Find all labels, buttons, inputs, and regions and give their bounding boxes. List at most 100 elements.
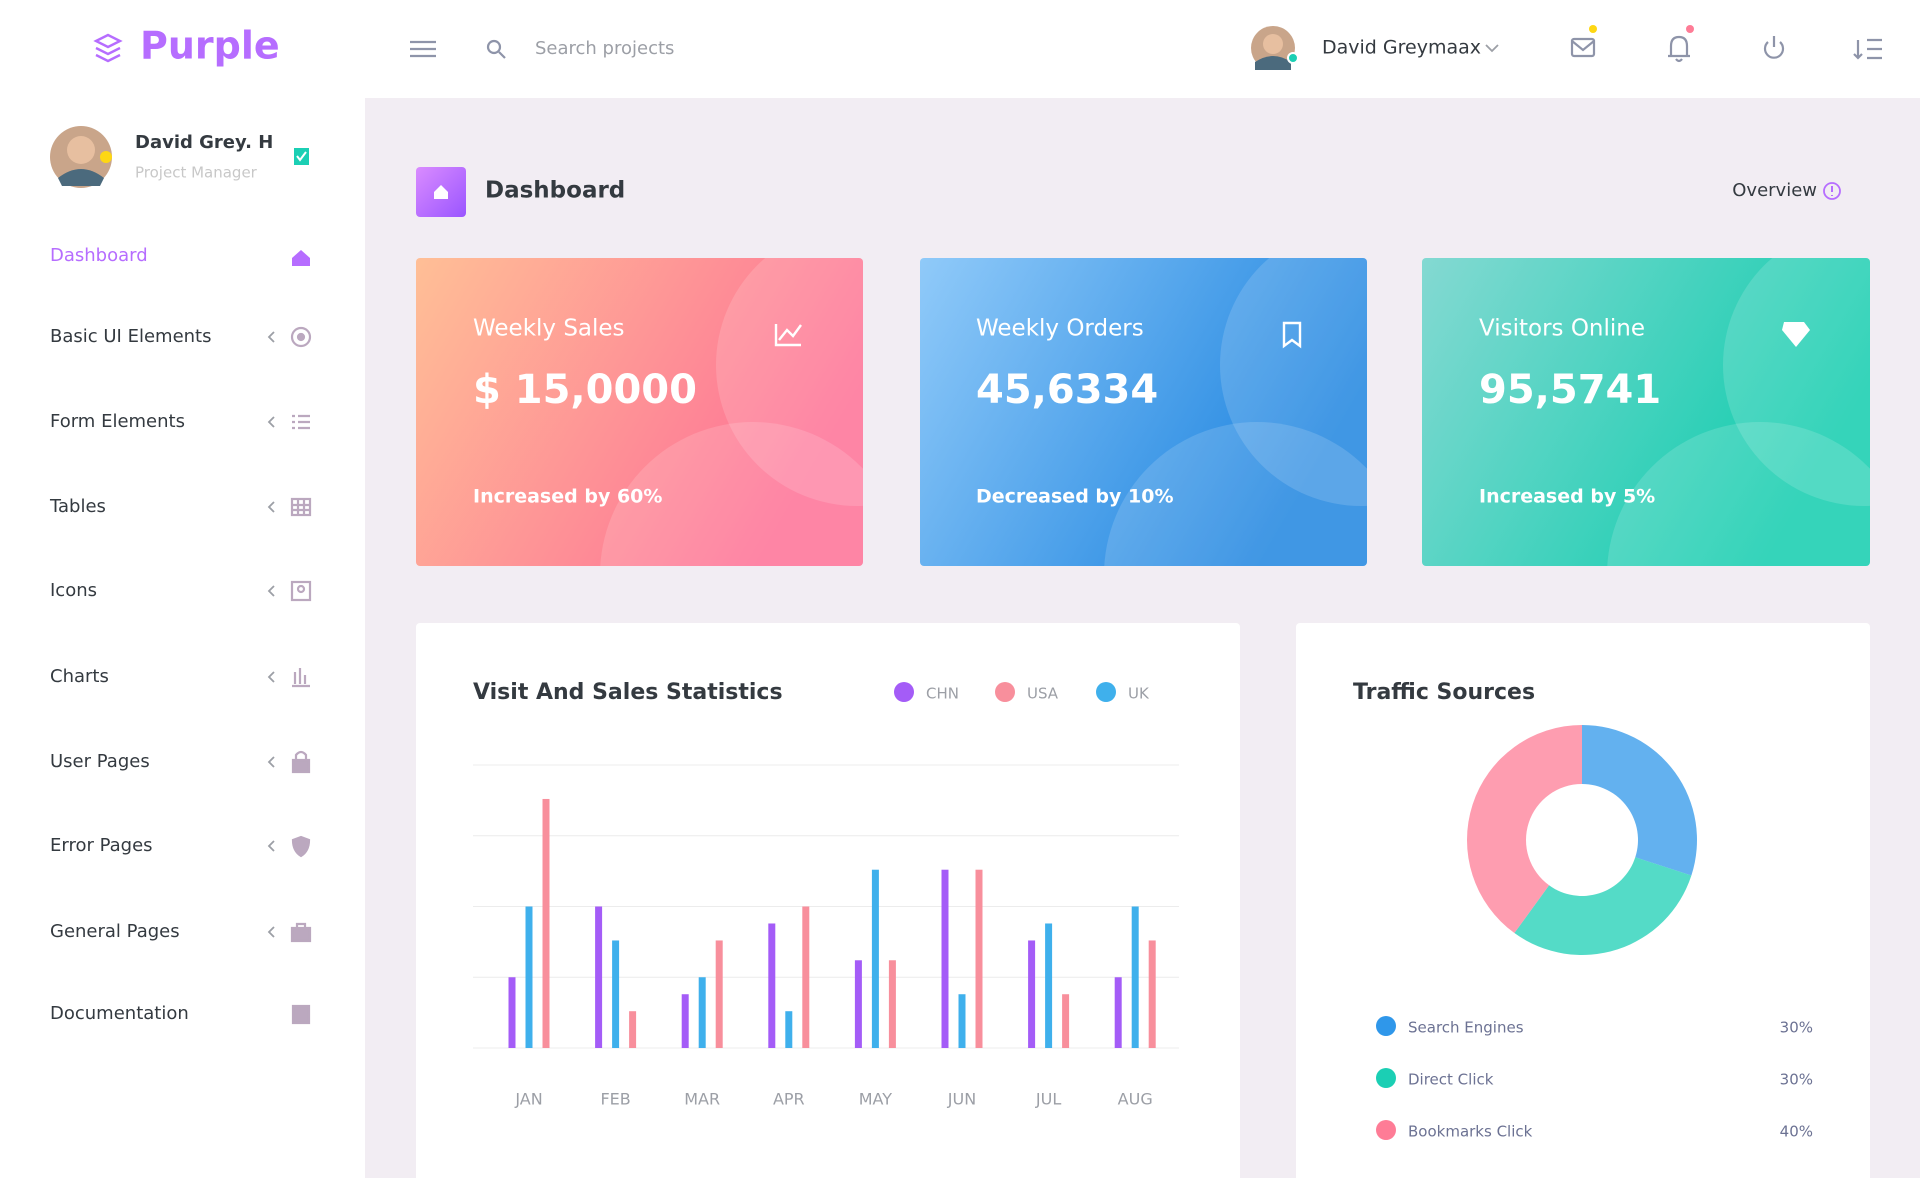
value-label: 30%	[1780, 1071, 1813, 1089]
value-label: 30%	[1780, 1019, 1813, 1037]
home-glyph	[434, 185, 448, 199]
bar	[698, 977, 706, 1048]
search-input[interactable]: Search projects	[535, 38, 674, 59]
navbar	[0, 0, 1920, 98]
nav-item[interactable]: Basic UI Elements	[50, 326, 211, 347]
card-value: 95,5741	[1479, 367, 1661, 413]
legend-label: USA	[1027, 685, 1059, 703]
legend-dot	[1376, 1068, 1396, 1088]
legend-label: Direct Click	[1408, 1071, 1494, 1089]
mail-badge	[1589, 25, 1597, 33]
bar	[681, 994, 689, 1048]
card-note: Decreased by 10%	[976, 486, 1174, 508]
mail-icon[interactable]	[1570, 37, 1596, 58]
bar	[1062, 994, 1070, 1048]
overview-icon	[1823, 182, 1841, 200]
donut-segment	[1466, 725, 1582, 934]
nav-item[interactable]: Error Pages	[50, 835, 153, 856]
profile-badge	[294, 148, 309, 165]
chart-title: Visit And Sales Statistics	[473, 680, 783, 705]
legend-dot	[894, 682, 914, 702]
chart-title: Traffic Sources	[1353, 680, 1535, 705]
bar	[1045, 923, 1053, 1048]
bar	[1114, 977, 1122, 1048]
donut-segment	[1582, 725, 1697, 876]
bar	[595, 906, 603, 1048]
x-tick-label: JUL	[1035, 1090, 1061, 1109]
brand[interactable]: Purple	[140, 24, 280, 68]
bar	[888, 960, 896, 1048]
nav-icon	[292, 250, 310, 266]
bar	[629, 1011, 637, 1048]
overview-link[interactable]: Overview	[1732, 180, 1817, 201]
bell-icon[interactable]	[1668, 35, 1690, 63]
bar	[525, 906, 533, 1048]
x-tick-label: JUN	[947, 1090, 976, 1109]
card-title: Weekly Orders	[976, 316, 1144, 342]
nav-item[interactable]: User Pages	[50, 751, 150, 772]
x-tick-label: MAR	[684, 1090, 720, 1109]
x-tick-label: MAY	[859, 1090, 893, 1109]
bar	[768, 923, 776, 1048]
legend-label: Search Engines	[1408, 1019, 1524, 1037]
card	[416, 258, 863, 566]
bar	[715, 940, 723, 1048]
bar	[785, 1011, 793, 1048]
card-value: 45,6334	[976, 367, 1158, 413]
nav-chevrons	[267, 331, 275, 938]
legend-dot	[1376, 1016, 1396, 1036]
bar	[958, 994, 966, 1048]
profile-name: David Grey. H	[135, 132, 273, 153]
legend-dot	[1096, 682, 1116, 702]
nav-item[interactable]: Tables	[49, 496, 106, 517]
donut-segment	[1514, 857, 1692, 956]
bar	[542, 798, 550, 1048]
user-name[interactable]: David Greymaax	[1322, 37, 1481, 59]
card-title: Visitors Online	[1479, 316, 1645, 342]
nav-item[interactable]: Icons	[50, 580, 97, 601]
nav-item[interactable]: Form Elements	[50, 411, 185, 432]
bar	[1148, 940, 1156, 1048]
legend-dot	[995, 682, 1015, 702]
sidebar	[0, 98, 365, 1178]
nav-icons	[290, 326, 312, 1025]
bar	[854, 960, 862, 1048]
card-title: Weekly Sales	[473, 316, 625, 342]
bell-badge	[1686, 25, 1694, 33]
bar	[1131, 906, 1139, 1048]
bar	[941, 869, 949, 1048]
profile-role: Project Manager	[135, 164, 258, 182]
card-note: Increased by 5%	[1479, 486, 1655, 508]
bar	[871, 869, 879, 1048]
legend-label: UK	[1128, 685, 1150, 703]
nav-item[interactable]: Documentation	[50, 1003, 189, 1024]
x-tick-label: AUG	[1118, 1090, 1153, 1109]
legend-label: Bookmarks Click	[1408, 1123, 1533, 1141]
x-tick-label: APR	[773, 1090, 805, 1109]
x-tick-label: FEB	[600, 1090, 630, 1109]
card-value: $ 15,0000	[473, 367, 697, 413]
nav-item[interactable]: General Pages	[50, 921, 180, 942]
legend-label: CHN	[926, 685, 959, 703]
bar	[802, 906, 810, 1048]
bar	[975, 869, 983, 1048]
nav-item[interactable]: Charts	[50, 666, 109, 687]
value-label: 40%	[1780, 1123, 1813, 1141]
profile-avatar	[50, 126, 112, 188]
user-dropdown[interactable]	[1485, 44, 1499, 53]
x-tick-label: JAN	[514, 1090, 542, 1109]
card	[920, 258, 1367, 566]
legend-dot	[1376, 1120, 1396, 1140]
settings-icon[interactable]	[1853, 38, 1882, 60]
search-icon	[486, 39, 506, 59]
bar	[612, 940, 620, 1048]
user-avatar[interactable]	[1251, 26, 1299, 70]
menu-toggle[interactable]	[410, 40, 436, 58]
logo-icon	[93, 33, 123, 63]
page-title: Dashboard	[485, 178, 625, 204]
power-icon[interactable]	[1763, 36, 1785, 59]
nav-item[interactable]: Dashboard	[50, 245, 148, 266]
card	[1422, 258, 1870, 566]
